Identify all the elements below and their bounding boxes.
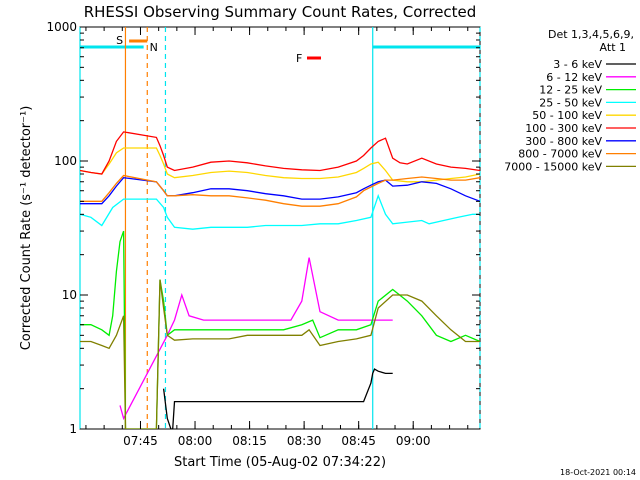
series-25-50-kevline bbox=[80, 193, 480, 230]
x-axis: 07:45 08:00 08:15 08:30 08:45 09:00 bbox=[85, 27, 469, 448]
series-6-12-kevline bbox=[119, 257, 393, 421]
legend-title-line-2: Att 1 bbox=[600, 41, 626, 54]
y-tick-label: 10 bbox=[62, 288, 77, 302]
legend-entry-label: 800 - 7000 keV bbox=[518, 148, 602, 161]
y-axis: 1 10 100 1000 bbox=[46, 20, 480, 436]
saa-flag-label: S bbox=[116, 34, 123, 47]
series-100-300-kevline bbox=[80, 131, 480, 175]
series-12-25-kevline bbox=[80, 230, 480, 429]
flare-flag-label: F bbox=[296, 52, 302, 65]
legend-entry-label: 7000 - 15000 keV bbox=[504, 160, 602, 173]
series-50-100-kevline bbox=[80, 147, 480, 183]
y-axis-label: Corrected Count Rate (s⁻¹ detector⁻¹) bbox=[19, 106, 34, 351]
plot-area bbox=[79, 26, 481, 430]
legend-entry-label: 300 - 800 keV bbox=[525, 135, 602, 148]
x-tick-label: 08:30 bbox=[287, 434, 322, 448]
night-flag-label: N bbox=[150, 41, 158, 54]
x-axis-label: Start Time (05-Aug-02 07:34:22) bbox=[174, 455, 386, 470]
series-3-6-kevline bbox=[162, 368, 393, 429]
x-tick-label: 09:00 bbox=[396, 434, 431, 448]
y-tick-label: 1000 bbox=[46, 20, 77, 34]
plot-frame bbox=[79, 26, 481, 430]
footer-date: 18-Oct-2021 00:14 bbox=[560, 468, 636, 477]
series-7000-15000-kevline bbox=[80, 279, 480, 429]
y-tick-label: 1 bbox=[69, 422, 77, 436]
legend-title-line-1: Det 1,3,4,5,6,9, bbox=[548, 28, 634, 41]
legend-entry-label: 25 - 50 keV bbox=[539, 96, 602, 109]
legend-entry-label: 50 - 100 keV bbox=[532, 109, 602, 122]
x-tick-label: 07:45 bbox=[123, 434, 158, 448]
series-800-7000-kevline bbox=[80, 174, 480, 207]
legend-entry-label: 100 - 300 keV bbox=[525, 122, 602, 135]
legend-entry-label: 6 - 12 keV bbox=[546, 71, 602, 84]
x-tick-label: 08:00 bbox=[178, 434, 213, 448]
series-layer bbox=[80, 131, 480, 429]
vertical-markers bbox=[79, 27, 481, 429]
x-tick-label: 08:15 bbox=[232, 434, 267, 448]
chart-title: RHESSI Observing Summary Count Rates, Co… bbox=[84, 3, 477, 21]
series-300-800-kevline bbox=[80, 177, 480, 205]
y-tick-label: 100 bbox=[54, 154, 77, 168]
flags-layer: S N F bbox=[80, 34, 480, 65]
legend-entry-label: 3 - 6 keV bbox=[553, 58, 602, 71]
legend-entry-label: 12 - 25 keV bbox=[539, 84, 602, 97]
x-tick-label: 08:45 bbox=[341, 434, 376, 448]
